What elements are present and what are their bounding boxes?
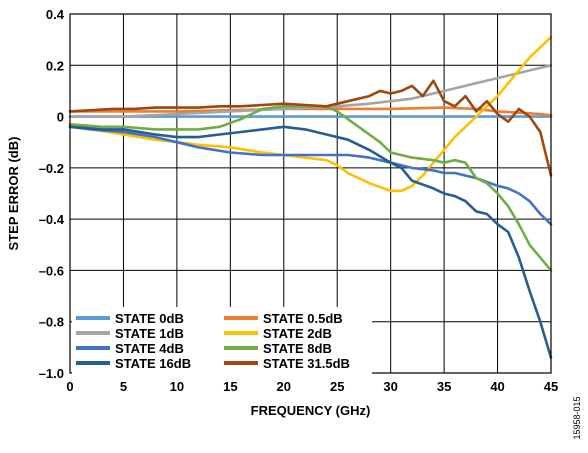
series-line-6 <box>68 125 553 359</box>
series-line-2 <box>68 64 553 118</box>
legend-label: STATE 31.5dB <box>263 356 350 371</box>
series-line-5 <box>68 105 553 272</box>
series-line-1 <box>68 106 553 117</box>
x-tick-label: 25 <box>330 379 344 394</box>
legend-label: STATE 4dB <box>115 341 184 356</box>
legend-label: STATE 8dB <box>263 341 332 356</box>
legend-label: STATE 0.5dB <box>263 311 343 326</box>
x-tick-label: 15 <box>223 379 237 394</box>
series-line-4 <box>68 125 553 226</box>
series-line-3 <box>68 35 553 193</box>
legend-label: STATE 1dB <box>115 326 184 341</box>
y-axis-title: STEP ERROR (dB) <box>6 137 21 251</box>
x-tick-label: 20 <box>277 379 291 394</box>
y-tick-label: –0.4 <box>39 212 65 227</box>
series-layer <box>68 35 553 359</box>
legend-label: STATE 2dB <box>263 326 332 341</box>
x-tick-label: 30 <box>383 379 397 394</box>
legend-box <box>72 307 372 375</box>
y-tick-label: –0.2 <box>39 161 64 176</box>
y-tick-label: –0.8 <box>39 315 64 330</box>
x-tick-label: 10 <box>170 379 184 394</box>
x-tick-labels: 0 5 10 15 20 25 30 35 40 45 <box>66 379 558 394</box>
y-tick-label: 0.4 <box>46 7 65 22</box>
series-line-7 <box>68 79 553 177</box>
x-tick-label: 35 <box>437 379 451 394</box>
x-axis-title: FREQUENCY (GHz) <box>251 403 371 418</box>
legend-label: STATE 0dB <box>115 311 184 326</box>
x-tick-label: 45 <box>544 379 558 394</box>
legend-label: STATE 16dB <box>115 356 191 371</box>
y-tick-label: –0.6 <box>39 263 64 278</box>
y-tick-label: 0 <box>57 110 64 125</box>
x-tick-label: 5 <box>120 379 127 394</box>
y-tick-label: 0.2 <box>46 58 64 73</box>
x-tick-label: 40 <box>490 379 504 394</box>
y-tick-labels: 0.4 0.2 0 –0.2 –0.4 –0.6 –0.8 –1.0 <box>39 7 65 381</box>
x-tick-label: 0 <box>66 379 73 394</box>
figure-id: 15958-015 <box>572 396 582 439</box>
y-tick-label: –1.0 <box>39 366 64 381</box>
